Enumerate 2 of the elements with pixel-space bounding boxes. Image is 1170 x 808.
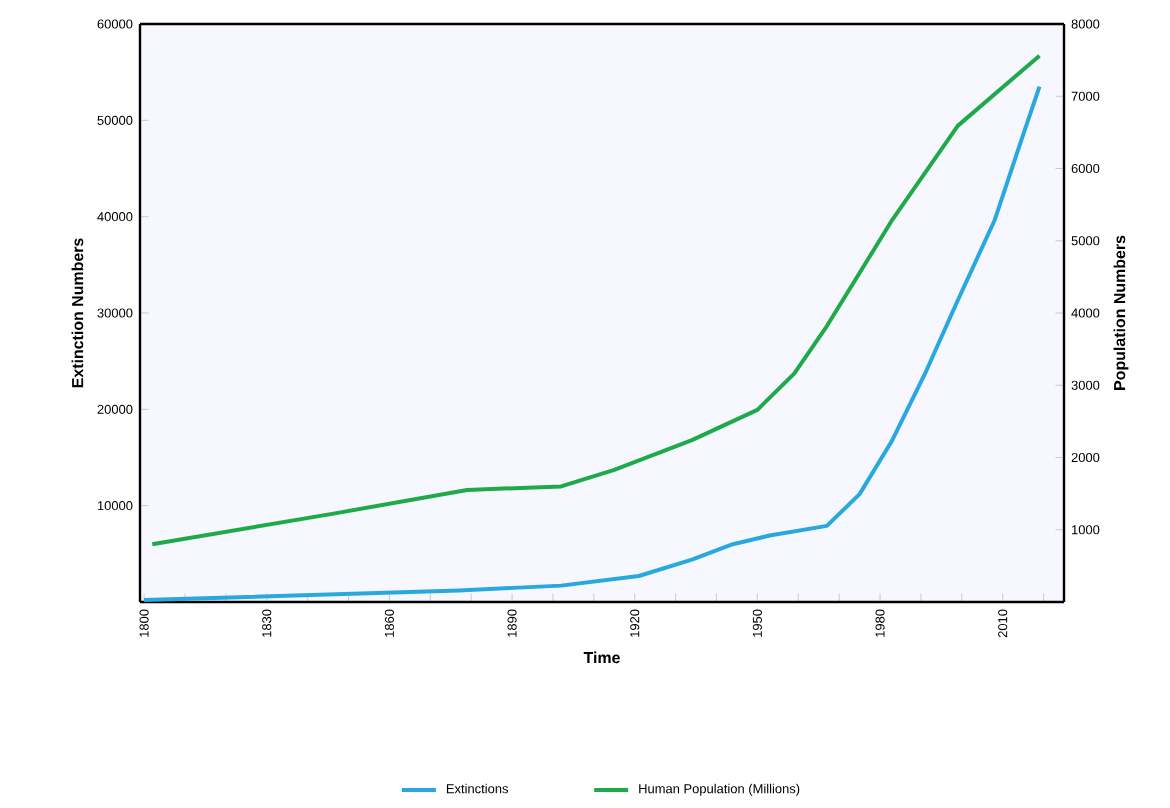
line-series	[150, 53, 1042, 547]
line-series	[142, 84, 1042, 602]
